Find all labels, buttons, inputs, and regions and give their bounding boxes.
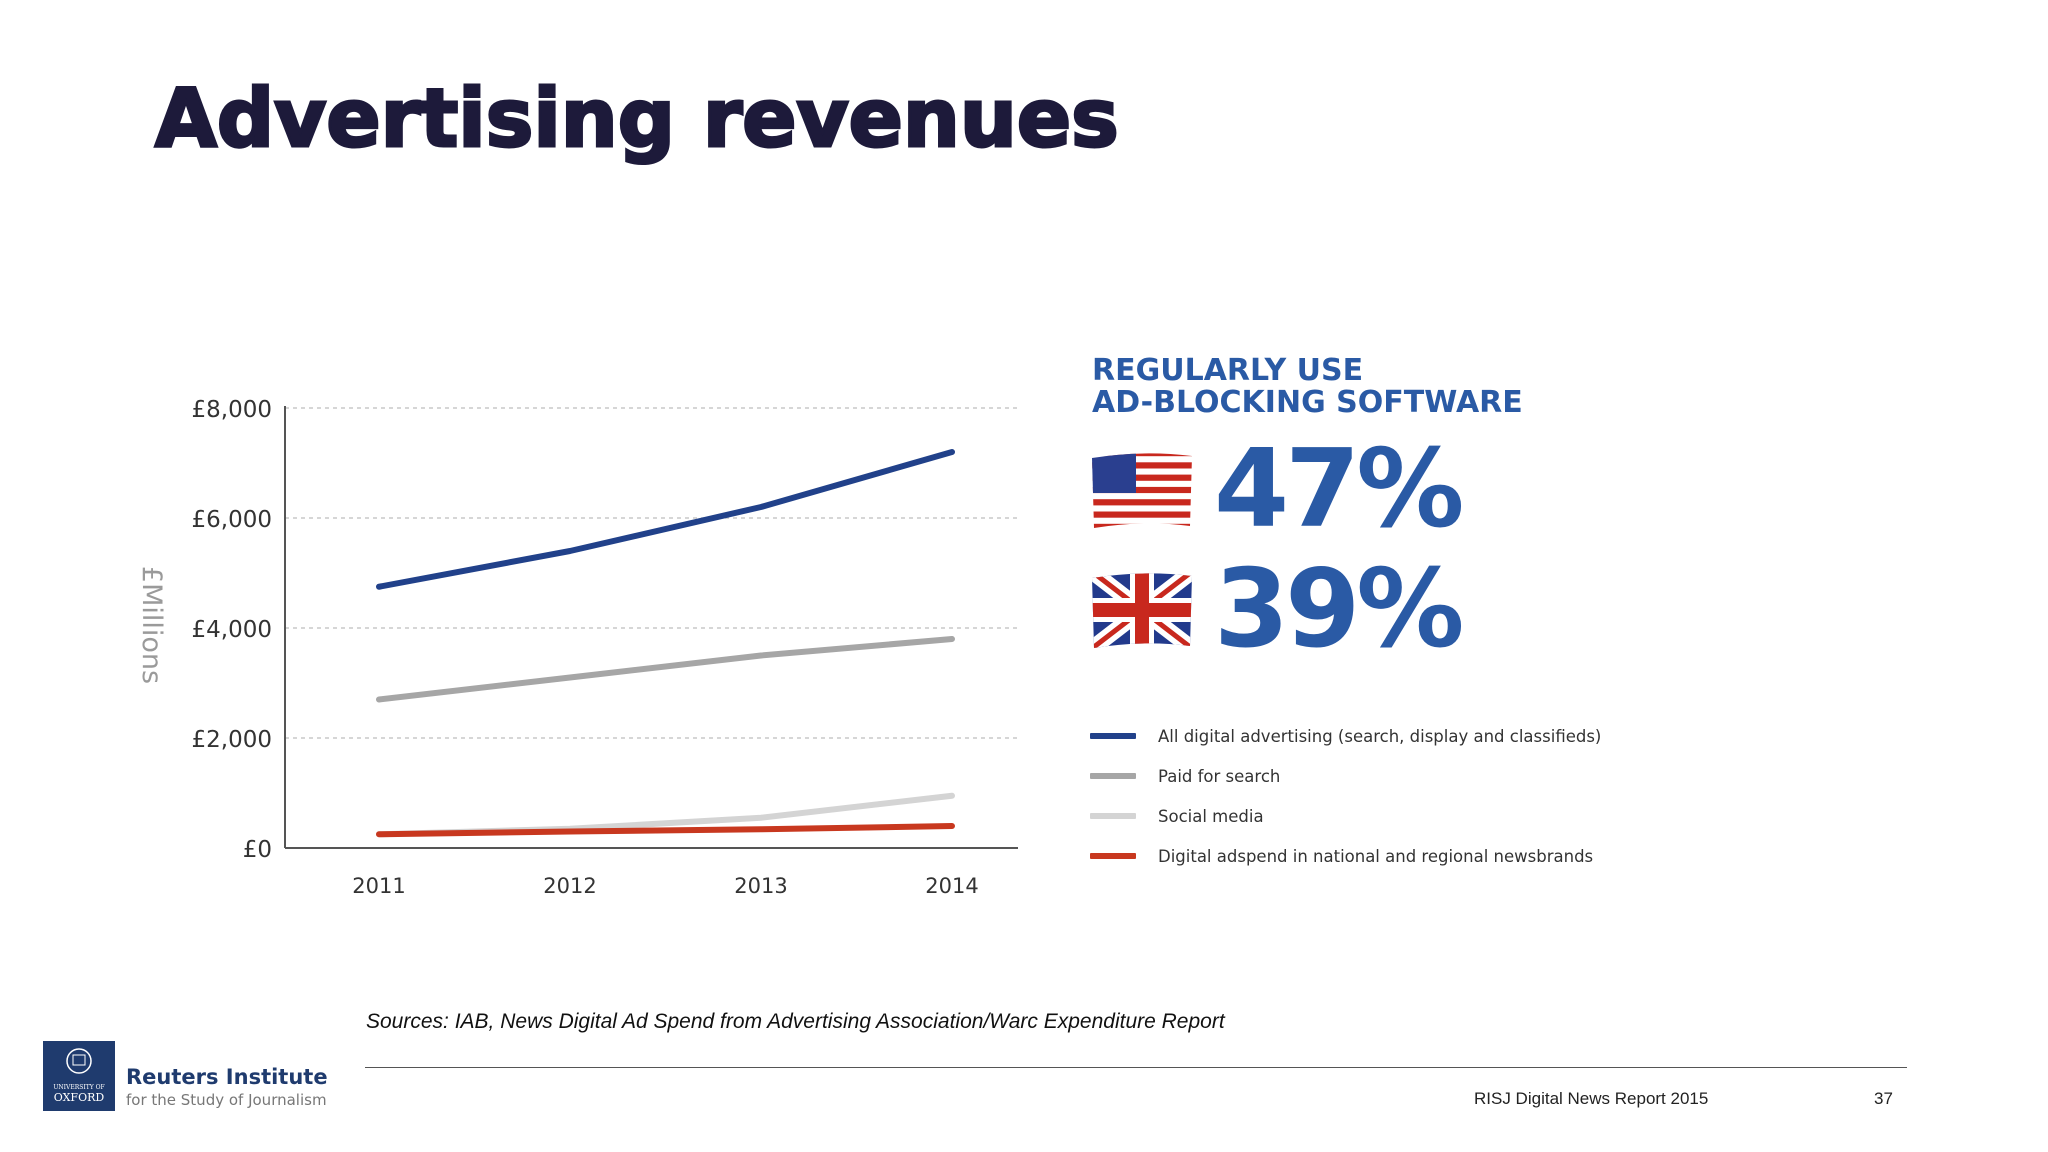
chart-legend: All digital advertising (search, display… [1090,716,1601,876]
stat-row-us: 47% [1090,427,1465,552]
legend-label: Digital adspend in national and regional… [1158,846,1594,866]
slide-title: Advertising revenues [154,71,1121,167]
y-tick-label: £4,000 [192,617,272,643]
y-tick-label: £8,000 [192,397,272,423]
logo-seal-line1: UNIVERSITY OF [53,1084,104,1091]
uk-flag-icon [1092,573,1192,648]
line-chart: £0 £2,000 £4,000 £6,000 £8,000 2011 2012 2013 20… [136,397,1018,898]
logo-seal-line2: OXFORD [54,1091,105,1104]
footer-report-title: RISJ Digital News Report 2015 [1474,1089,1709,1108]
chart-series [376,449,955,838]
legend-item-all-digital: All digital advertising (search, display… [1090,716,1601,756]
legend-swatch [1090,773,1136,779]
chart-ticks: £0 £2,000 £4,000 £6,000 £8,000 2011 2012 2013 20… [192,397,979,898]
y-tick-label: £0 [243,837,272,863]
legend-item-newsbrands: Digital adspend in national and regional… [1090,836,1601,876]
series-line [376,636,955,703]
logo-tagline: for the Study of Journalism [126,1091,327,1109]
us-flag-icon [1092,453,1192,528]
legend-swatch [1090,813,1136,819]
legend-label: Paid for search [1158,766,1281,786]
legend-item-paid-search: Paid for search [1090,756,1601,796]
logo-name: Reuters Institute [126,1065,328,1089]
us-adblock-percent: 47% [1214,427,1465,552]
sources-note: Sources: IAB, News Digital Ad Spend from… [366,1010,1225,1033]
adblock-heading-line2: AD-BLOCKING SOFTWARE [1092,385,1523,420]
chart-grid [285,407,1018,739]
x-tick-label: 2012 [543,874,596,898]
adblock-heading: REGULARLY USE AD-BLOCKING SOFTWARE [1092,355,1523,419]
legend-swatch [1090,733,1136,739]
x-tick-label: 2011 [352,874,405,898]
y-tick-label: £2,000 [192,727,272,753]
y-tick-label: £6,000 [192,507,272,533]
stat-row-uk: 39% [1090,547,1465,672]
x-tick-label: 2013 [734,874,787,898]
y-axis-label: £Millions [136,566,167,684]
series-line [376,449,955,590]
legend-item-social-media: Social media [1090,796,1601,836]
oxford-crest-icon: UNIVERSITY OF OXFORD [53,1048,105,1104]
series-line [376,823,955,838]
page-number: 37 [1874,1089,1893,1108]
oxford-logo: UNIVERSITY OF OXFORD [43,1041,115,1111]
uk-adblock-percent: 39% [1214,547,1465,672]
legend-label: All digital advertising (search, display… [1158,726,1602,746]
adblock-heading-line1: REGULARLY USE [1092,353,1364,388]
legend-swatch [1090,853,1136,859]
x-tick-label: 2014 [925,874,978,898]
footer-divider [365,1067,1907,1068]
chart-axes [284,406,1018,849]
legend-label: Social media [1158,806,1264,826]
